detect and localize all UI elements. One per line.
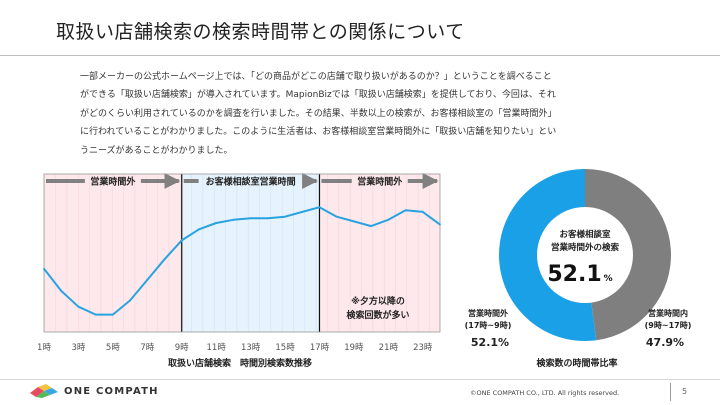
data-point bbox=[249, 217, 252, 220]
page-number-divider bbox=[670, 383, 671, 401]
x-tick-label: 3時 bbox=[71, 343, 85, 353]
data-point bbox=[180, 239, 183, 242]
x-tick-label: 13時 bbox=[241, 343, 261, 353]
x-tick-label: 23時 bbox=[413, 343, 433, 353]
page-title: 取扱い店舗検索の検索時間帯との関係について bbox=[56, 21, 465, 43]
region-label: お客様相談室営業時間 bbox=[206, 176, 296, 188]
paragraph-line: がどのくらい利用されているのかを調査を行いました。その結果、半数以上の検索が、お… bbox=[80, 108, 557, 119]
data-point bbox=[301, 211, 304, 213]
x-tick-label: 5時 bbox=[106, 343, 120, 353]
search-count-series bbox=[43, 206, 441, 316]
x-tick-label: 21時 bbox=[379, 343, 399, 353]
x-tick-label: 7時 bbox=[140, 343, 154, 353]
annotation-line-1: ※夕方以降の bbox=[351, 295, 405, 307]
data-point bbox=[284, 215, 286, 218]
x-tick-label: 19時 bbox=[344, 343, 364, 353]
data-point bbox=[421, 211, 424, 213]
search-count-line bbox=[43, 206, 441, 316]
donut-chart-title: 検索数の時間帯比率 bbox=[536, 357, 617, 369]
donut-center-label-1: お客様相談室 bbox=[559, 229, 611, 240]
region-gridlines bbox=[181, 174, 320, 332]
hourly-search-line-chart: 営業時間外 お客様相談室営業時間 営業時間外 1時 3時 5時 7時 9時 11時 13時 15時… bbox=[37, 173, 441, 369]
donut-hole bbox=[537, 207, 633, 303]
slice-value-office-hours: 47.9% bbox=[646, 336, 684, 349]
footer-divider bbox=[0, 379, 720, 380]
data-point bbox=[60, 290, 63, 292]
paragraph-line: 一部メーカーの公式ホームページ上では、「どの商品がどこの店舗で取り扱いがあるのか… bbox=[80, 72, 552, 82]
time-ratio-donut-chart: お客様相談室 営業時間外の検索 52.1% 営業時間外 (17時~9時) 52.… bbox=[465, 169, 692, 369]
donut-center-value: 52.1% bbox=[547, 262, 612, 287]
paragraph-line: ができる「取扱い店舗検索」が導入されています。MapionBizでは「取扱い店舗… bbox=[80, 90, 556, 101]
paragraph-line: うニーズがあることがわかりました。 bbox=[80, 145, 233, 156]
x-tick-label: 1時 bbox=[37, 343, 51, 353]
donut-center-unit: % bbox=[604, 274, 613, 284]
data-point bbox=[335, 215, 338, 218]
slice-value-off-hours: 52.1% bbox=[471, 336, 509, 349]
data-point bbox=[353, 220, 355, 223]
company-logo: ONE COMPATH bbox=[30, 384, 159, 398]
slice-label-off-hours-2: (17時~9時) bbox=[465, 320, 512, 330]
data-point bbox=[43, 267, 45, 270]
x-tick-label: 9時 bbox=[175, 343, 189, 353]
logo-mark-icon bbox=[30, 384, 58, 398]
slice-label-off-hours-1: 営業時間外 bbox=[468, 308, 508, 318]
slice-label-office-hours-1: 営業時間内 bbox=[648, 308, 688, 318]
annotation-line-2: 検索回数が多い bbox=[346, 309, 409, 321]
page-number: 5 bbox=[682, 387, 688, 396]
region-label: 営業時間外 bbox=[357, 176, 402, 188]
copyright-notice: ©ONE COMPATH CO., LTD. All rights reserv… bbox=[470, 389, 620, 397]
line-chart-title: 取扱い店舗検索 時間別検索数推移 bbox=[168, 357, 312, 369]
data-point bbox=[370, 225, 373, 228]
donut-center-label-2: 営業時間外の検索 bbox=[551, 242, 620, 253]
donut-center-number: 52.1 bbox=[547, 262, 601, 287]
data-point bbox=[129, 299, 131, 302]
plot-frame bbox=[43, 173, 441, 333]
title-divider bbox=[0, 55, 720, 56]
data-point bbox=[163, 258, 166, 261]
region-label: 営業時間外 bbox=[90, 176, 135, 188]
data-point bbox=[404, 209, 407, 212]
data-point bbox=[318, 206, 321, 209]
line-chart-labels: ※夕方以降の 検索回数が多い 取扱い店舗検索 時間別検索数推移 bbox=[168, 295, 410, 369]
data-point bbox=[266, 217, 269, 220]
data-point bbox=[232, 218, 235, 221]
logo-text: ONE COMPATH bbox=[64, 385, 159, 397]
data-point bbox=[111, 313, 114, 316]
data-point bbox=[77, 305, 80, 308]
data-point bbox=[94, 313, 97, 316]
x-axis: 1時 3時 5時 7時 9時 11時 13時 15時 17時 19時 21時 23時 bbox=[37, 343, 433, 353]
data-point bbox=[198, 228, 200, 231]
slice-label-office-hours-2: (9時~17時) bbox=[645, 320, 692, 330]
x-tick-label: 15時 bbox=[275, 343, 295, 353]
x-tick-label: 17時 bbox=[310, 343, 330, 353]
data-point bbox=[387, 218, 390, 221]
data-point bbox=[146, 278, 149, 281]
data-point bbox=[439, 223, 441, 226]
time-region-layer: 営業時間外 お客様相談室営業時間 営業時間外 bbox=[43, 173, 441, 333]
x-tick-label: 11時 bbox=[207, 343, 227, 353]
region-gridlines bbox=[319, 174, 440, 332]
data-point bbox=[215, 222, 218, 224]
region-gridlines bbox=[44, 174, 182, 332]
paragraph-line: に行われていることがわかりました。このように生活者は、お客様相談室営業時間外に「… bbox=[80, 127, 557, 138]
intro-paragraph: 一部メーカーの公式ホームページ上では、「どの商品がどこの店舗で取り扱いがあるのか… bbox=[80, 68, 640, 160]
